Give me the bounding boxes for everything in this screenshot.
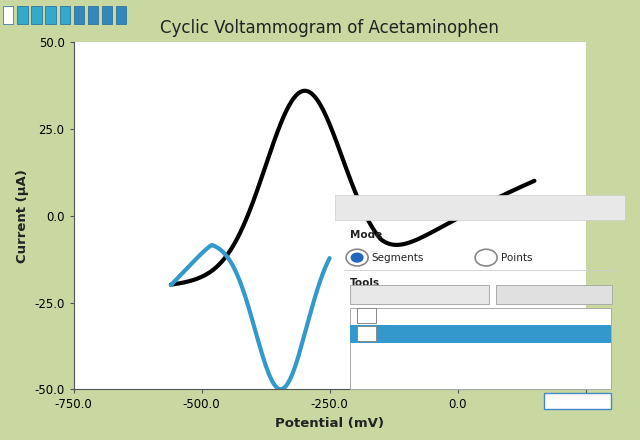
FancyBboxPatch shape — [357, 308, 376, 323]
Text: ✕: ✕ — [610, 203, 617, 212]
Text: segment 1: segment 1 — [380, 310, 436, 320]
X-axis label: Potential (mV): Potential (mV) — [275, 417, 384, 430]
Text: ✓: ✓ — [363, 329, 371, 338]
FancyBboxPatch shape — [350, 285, 489, 304]
FancyBboxPatch shape — [350, 325, 611, 343]
FancyBboxPatch shape — [335, 195, 625, 220]
Text: ▾: ▾ — [479, 290, 484, 299]
FancyBboxPatch shape — [350, 308, 611, 389]
FancyBboxPatch shape — [88, 6, 98, 24]
Circle shape — [476, 250, 497, 265]
Y-axis label: Current (μA): Current (μA) — [15, 169, 29, 263]
FancyBboxPatch shape — [496, 285, 612, 304]
Text: Segments: Segments — [372, 253, 424, 263]
FancyBboxPatch shape — [116, 6, 126, 24]
FancyBboxPatch shape — [45, 6, 56, 24]
FancyBboxPatch shape — [17, 6, 28, 24]
Text: Mode: Mode — [350, 230, 382, 239]
Text: segment 2: segment 2 — [380, 329, 436, 338]
Title: Cyclic Voltammogram of Acetaminophen: Cyclic Voltammogram of Acetaminophen — [160, 19, 499, 37]
FancyBboxPatch shape — [74, 6, 84, 24]
FancyBboxPatch shape — [60, 6, 70, 24]
Text: Trace point selection: Trace point selection — [347, 203, 441, 212]
Text: Invert Selections: Invert Selections — [519, 290, 589, 299]
Text: OK: OK — [570, 396, 585, 406]
FancyBboxPatch shape — [102, 6, 112, 24]
Circle shape — [351, 253, 363, 262]
FancyBboxPatch shape — [3, 6, 13, 24]
FancyBboxPatch shape — [31, 6, 42, 24]
FancyBboxPatch shape — [544, 393, 611, 409]
FancyBboxPatch shape — [357, 326, 376, 341]
Text: Tools: Tools — [350, 278, 380, 288]
Text: Points: Points — [500, 253, 532, 263]
